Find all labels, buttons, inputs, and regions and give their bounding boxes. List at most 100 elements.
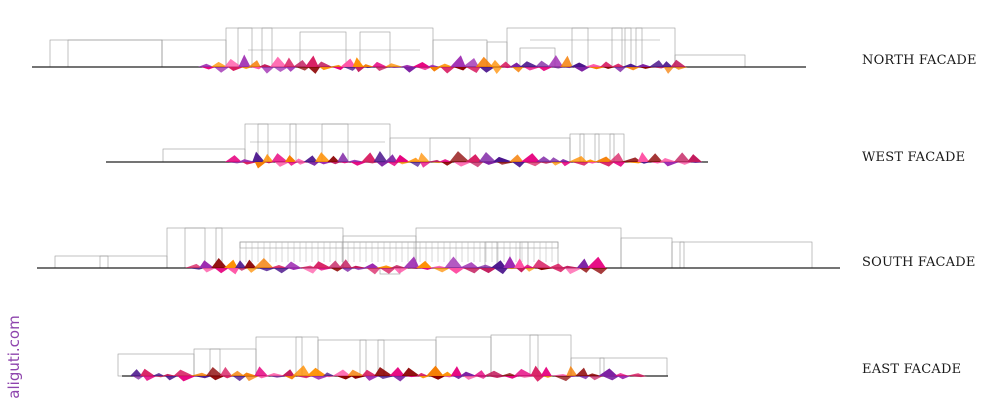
canopy-panel <box>598 162 615 167</box>
canopy-panel <box>673 152 691 162</box>
canopy-panel <box>478 268 497 274</box>
canopy-panel <box>273 67 289 72</box>
canopy-panel <box>284 261 302 268</box>
canopy-panel <box>573 67 591 72</box>
canopy-panel <box>390 264 407 268</box>
canopy-panel <box>354 67 366 73</box>
canopy-panel <box>306 367 328 376</box>
canopy-panel <box>224 259 238 268</box>
canopy-panel <box>350 162 367 166</box>
east-facade-label: EAST FACADE <box>862 362 962 377</box>
canopy-panel <box>575 367 589 376</box>
canopy-panel <box>482 162 499 165</box>
canopy-panel <box>441 162 454 166</box>
canopy-panel <box>269 56 287 67</box>
canopy-panel <box>550 67 565 69</box>
canopy-panel <box>479 67 496 73</box>
canopy-panel <box>281 369 295 376</box>
canopy-panel <box>228 162 244 164</box>
canopy-panel <box>254 366 269 376</box>
canopy-panel <box>330 268 343 272</box>
canopy-panel <box>542 376 554 378</box>
canopy-panel <box>538 67 553 72</box>
canopy-panel <box>673 67 688 70</box>
canopy-panel <box>201 67 216 70</box>
canopy-panel <box>375 265 394 268</box>
canopy-panel <box>650 162 665 164</box>
canopy-panel <box>661 61 673 67</box>
canopy-panel <box>403 256 420 268</box>
canopy-panel <box>416 372 429 376</box>
canopy-panel <box>637 152 650 162</box>
canopy-panel <box>188 268 205 270</box>
canopy-panel <box>211 257 228 268</box>
canopy-panel <box>257 268 276 272</box>
canopy-panel <box>428 265 449 268</box>
canopy-panel <box>241 372 258 376</box>
canopy-panel <box>384 154 398 162</box>
south-facade-elevation <box>37 227 840 275</box>
canopy-panel <box>520 153 541 162</box>
canopy-panel <box>586 256 606 268</box>
canopy-panel <box>154 376 166 378</box>
canopy-panel <box>250 67 263 70</box>
canopy-panel <box>305 55 319 67</box>
canopy-panel <box>452 376 464 380</box>
north-facade-canopy <box>198 54 688 74</box>
canopy-panel <box>549 373 571 376</box>
canopy-panel <box>232 376 247 382</box>
canopy-panel <box>295 376 313 379</box>
canopy-panel <box>536 268 554 271</box>
canopy-panel <box>440 371 454 376</box>
canopy-panel <box>406 157 421 162</box>
canopy-panel <box>132 376 144 380</box>
canopy-panel <box>373 150 388 162</box>
canopy-panel <box>409 162 422 167</box>
canopy-panel <box>588 67 606 70</box>
canopy-panel <box>292 60 309 67</box>
canopy-panel <box>417 152 430 162</box>
east-facade-canopy <box>130 365 648 382</box>
canopy-panel <box>238 54 251 67</box>
canopy-panel <box>561 162 572 167</box>
canopy-panel <box>677 162 693 165</box>
canopy-panel <box>336 376 353 380</box>
canopy-panel <box>571 162 590 166</box>
canopy-panel <box>199 260 215 268</box>
canopy-panel <box>303 155 318 162</box>
canopy-panel <box>287 268 304 270</box>
canopy-panel <box>594 156 613 162</box>
canopy-panel <box>513 368 535 376</box>
canopy-panel <box>620 157 642 162</box>
canopy-panel <box>225 155 242 162</box>
canopy-panel <box>584 64 604 67</box>
canopy-panel <box>284 376 297 380</box>
canopy-panel <box>438 159 453 162</box>
canopy-panel <box>143 376 157 382</box>
canopy-panel <box>237 268 248 271</box>
canopy-panel <box>248 60 261 67</box>
canopy-panel <box>327 155 340 162</box>
canopy-panel <box>318 162 333 165</box>
canopy-panel <box>274 162 290 167</box>
canopy-panel <box>625 162 644 164</box>
canopy-panel <box>371 61 388 67</box>
canopy-panel <box>429 376 446 380</box>
canopy-panel <box>397 162 412 165</box>
canopy-panel <box>553 376 573 382</box>
canopy-panel <box>343 67 358 71</box>
canopy-panel <box>496 162 516 165</box>
canopy-panel <box>687 154 703 162</box>
canopy-panel <box>394 154 410 162</box>
canopy-panel <box>419 268 434 271</box>
canopy-panel <box>616 376 631 380</box>
south-facade-canopy <box>185 256 608 275</box>
canopy-panel <box>364 376 379 381</box>
canopy-panel <box>459 262 479 268</box>
canopy-panel <box>501 67 514 69</box>
canopy-panel <box>339 162 351 164</box>
canopy-panel <box>316 268 334 271</box>
canopy-panel <box>310 376 330 380</box>
canopy-panel <box>258 64 273 67</box>
